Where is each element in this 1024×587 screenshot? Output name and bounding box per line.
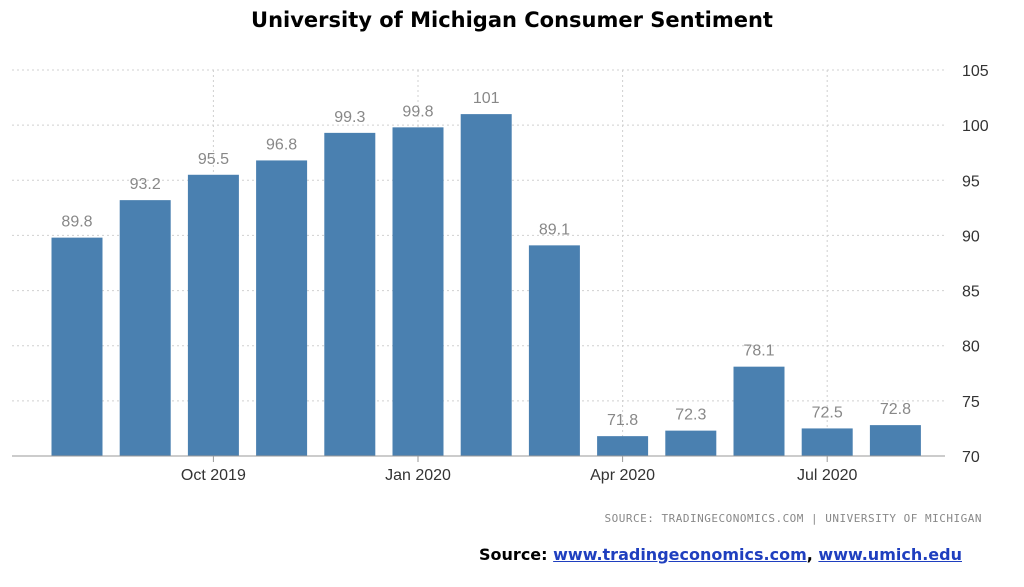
data-label: 71.8	[607, 412, 638, 429]
bars-layer	[51, 114, 921, 457]
data-label: 78.1	[743, 343, 774, 360]
tradingeconomics-link[interactable]: www.tradingeconomics.com	[553, 545, 807, 564]
y-tick-label: 80	[962, 339, 980, 356]
data-label: 89.8	[61, 214, 92, 231]
source-line: Source: www.tradingeconomics.com, www.um…	[479, 545, 962, 564]
data-label: 101	[473, 90, 500, 107]
bar	[869, 425, 921, 456]
chart-title: University of Michigan Consumer Sentimen…	[251, 8, 773, 32]
y-tick-label: 75	[962, 394, 980, 411]
data-label: 99.3	[334, 109, 365, 126]
source-watermark: SOURCE: TRADINGECONOMICS.COM | UNIVERSIT…	[605, 512, 983, 525]
bar	[256, 160, 308, 457]
axis-layer: 70 75 80 85 90 95 100 105 Oct 2019 Jan 2020 Apr 20…	[12, 63, 989, 484]
bar	[51, 237, 103, 456]
bar	[119, 200, 171, 456]
data-labels-layer: 89.8 93.2 95.5 96.8 99.3 99.8 101 89.1 71.8 72.3 7…	[61, 90, 911, 429]
data-label: 96.8	[266, 136, 297, 153]
bar	[528, 245, 580, 456]
data-label: 95.5	[198, 151, 229, 168]
x-tick-label: Oct 2019	[181, 467, 246, 484]
bar	[460, 114, 512, 456]
y-tick-label: 70	[962, 449, 980, 466]
data-label: 72.8	[880, 401, 911, 418]
x-tick-label: Jul 2020	[797, 467, 858, 484]
data-label: 72.5	[812, 404, 843, 421]
source-separator: ,	[806, 545, 819, 564]
data-label: 89.1	[539, 221, 570, 238]
bar	[187, 174, 239, 456]
umich-link[interactable]: www.umich.edu	[818, 545, 962, 564]
bar	[801, 428, 853, 456]
y-tick-label: 95	[962, 173, 980, 190]
bar	[733, 366, 785, 456]
source-prefix: Source:	[479, 545, 554, 564]
y-tick-label: 100	[962, 118, 989, 135]
y-tick-label: 90	[962, 228, 980, 245]
y-tick-label: 85	[962, 284, 980, 301]
data-label: 99.8	[402, 103, 433, 120]
x-tick-label: Jan 2020	[385, 467, 451, 484]
y-tick-label: 105	[962, 63, 989, 80]
data-label: 72.3	[675, 407, 706, 424]
data-label: 93.2	[130, 176, 161, 193]
bar	[392, 127, 444, 456]
x-tick-label: Apr 2020	[590, 467, 655, 484]
bar	[597, 436, 649, 456]
bar	[324, 132, 376, 456]
bar	[665, 430, 717, 456]
